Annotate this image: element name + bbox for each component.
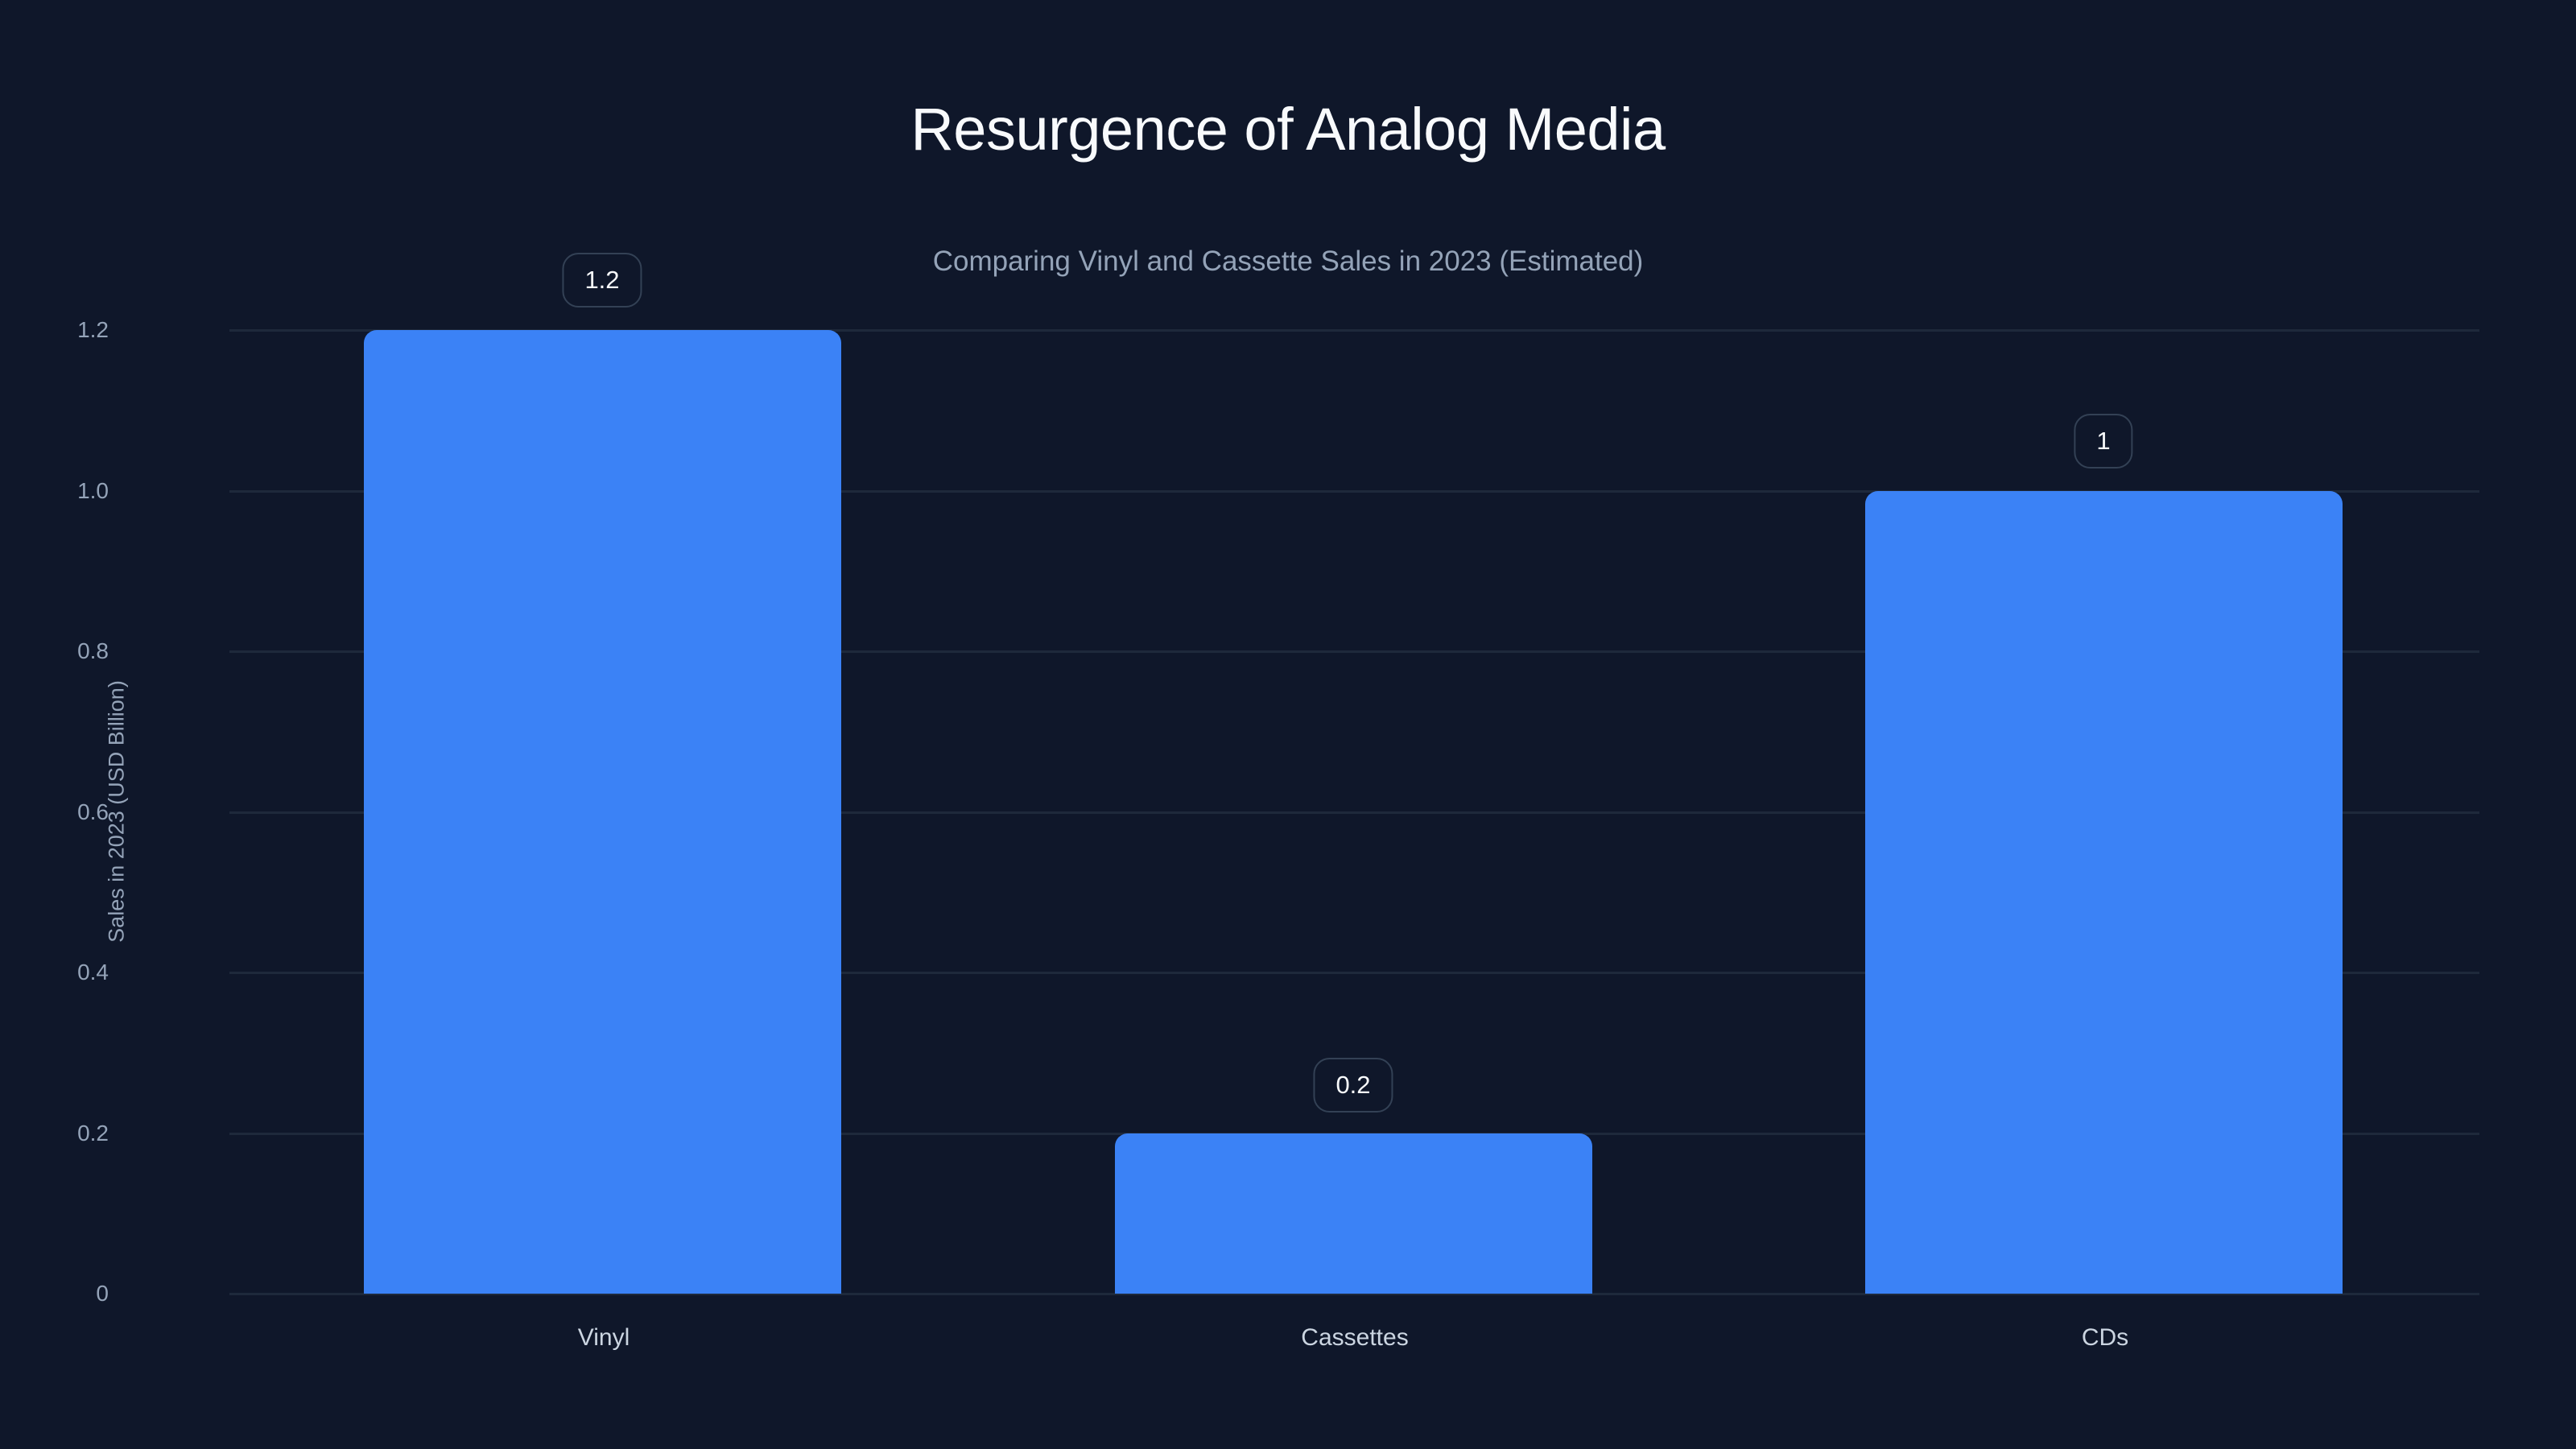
gridline-0 xyxy=(229,1293,2479,1295)
y-tick-0.2: 0.2 xyxy=(77,1120,109,1146)
gridline-0.6 xyxy=(229,811,2479,814)
value-label-cassettes: 0.2 xyxy=(1313,1058,1393,1113)
gridline-0.8 xyxy=(229,650,2479,653)
bar-vinyl[interactable] xyxy=(364,330,841,1294)
plot-area: 0 0.2 0.4 0.6 0.8 1.0 1.2 1.2 0.2 1 Viny… xyxy=(77,253,2479,1351)
x-tick-cassettes: Cassettes xyxy=(1301,1324,1409,1351)
gridline-1.2 xyxy=(229,329,2479,332)
y-tick-1.2: 1.2 xyxy=(77,317,109,342)
y-tick-1.0: 1.0 xyxy=(77,477,109,503)
y-tick-0.8: 0.8 xyxy=(77,638,109,663)
x-tick-vinyl: Vinyl xyxy=(577,1324,630,1351)
y-tick-0.6: 0.6 xyxy=(77,799,109,824)
gridline-1.0 xyxy=(229,489,2479,493)
y-tick-0: 0 xyxy=(96,1281,109,1306)
gridline-0.4 xyxy=(229,972,2479,974)
chart-subtitle: Comparing Vinyl and Cassette Sales in 20… xyxy=(932,246,1644,277)
bar-cds[interactable] xyxy=(1865,490,2343,1294)
y-tick-0.4: 0.4 xyxy=(77,960,109,985)
value-label-cds: 1 xyxy=(2074,414,2133,469)
value-label-vinyl: 1.2 xyxy=(562,253,642,308)
x-tick-cds: CDs xyxy=(2081,1324,2129,1351)
bar-cassettes[interactable] xyxy=(1115,1133,1592,1294)
chart-title: Resurgence of Analog Media xyxy=(910,96,1666,163)
